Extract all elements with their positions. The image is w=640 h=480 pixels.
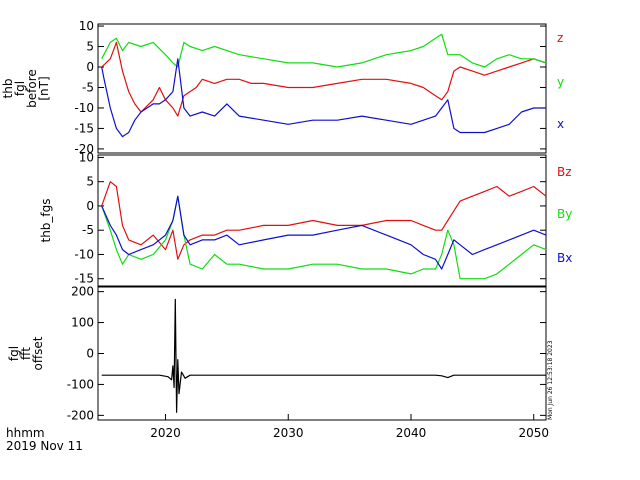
- y-axis-label: fgl: [7, 346, 21, 361]
- legend-bz: Bz: [557, 165, 572, 179]
- plot-frame: [97, 154, 547, 287]
- legend-x: x: [557, 117, 564, 131]
- time-axis-label: hhmm: [6, 426, 45, 440]
- y-tick-label: -200: [67, 408, 94, 422]
- series-line-by: [101, 195, 547, 280]
- x-tick-label: 2020: [150, 426, 181, 440]
- y-axis-label: thb_fgs: [39, 198, 53, 242]
- y-tick-label: 10: [79, 150, 94, 164]
- y-axis-label: offset: [31, 336, 45, 370]
- series-line-x: [101, 58, 546, 138]
- footer: hhmm 2019 Nov 11 Mon Jun 26 12:53:18 202…: [6, 340, 554, 453]
- y-axis-label: before: [25, 69, 39, 108]
- y-tick-label: 0: [86, 347, 94, 361]
- y-axis-label: fgl: [13, 81, 27, 96]
- date-label: 2019 Nov 11: [6, 439, 83, 453]
- y-tick-label: 10: [79, 19, 94, 33]
- y-tick-label: -10: [74, 247, 94, 261]
- series-line-series-0: [101, 298, 546, 413]
- y-tick-label: -5: [82, 80, 94, 94]
- y-tick-label: -5: [82, 223, 94, 237]
- y-tick-label: 5: [86, 175, 94, 189]
- y-tick-label: 200: [71, 285, 94, 299]
- y-axis-label: [nT]: [37, 76, 51, 100]
- legend-z: z: [557, 31, 563, 45]
- legend-by: By: [557, 207, 572, 221]
- series-line-bz: [101, 181, 547, 260]
- x-tick-label: 2040: [396, 426, 427, 440]
- y-tick-label: 100: [71, 316, 94, 330]
- y-tick-label: -20: [74, 142, 94, 156]
- y-tick-label: -10: [74, 101, 94, 115]
- y-axis-label: thb: [1, 79, 15, 99]
- y-tick-label: 0: [86, 199, 94, 213]
- x-tick-label: 2050: [518, 426, 549, 440]
- plot-frame: [97, 286, 547, 421]
- x-tick-label: 2030: [273, 426, 304, 440]
- y-tick-label: 0: [86, 60, 94, 74]
- y-tick-label: -100: [67, 377, 94, 391]
- legend-bx: Bx: [557, 251, 572, 265]
- series-line-bx: [101, 195, 547, 270]
- y-tick-label: -15: [74, 272, 94, 286]
- plot-frame: [97, 23, 547, 154]
- y-axis-label: fft: [19, 347, 33, 360]
- panel-thb-fgs: 10 5 0 -5 -10 -15 thb_fgs Bz By Bx: [39, 150, 572, 287]
- series-line-z: [101, 41, 547, 117]
- series-line-y: [101, 33, 547, 68]
- y-tick-label: 5: [86, 40, 94, 54]
- timestamp-stamp: Mon Jun 26 12:53:18 2023: [547, 340, 554, 420]
- legend-y: y: [557, 75, 564, 89]
- y-tick-label: -15: [74, 121, 94, 135]
